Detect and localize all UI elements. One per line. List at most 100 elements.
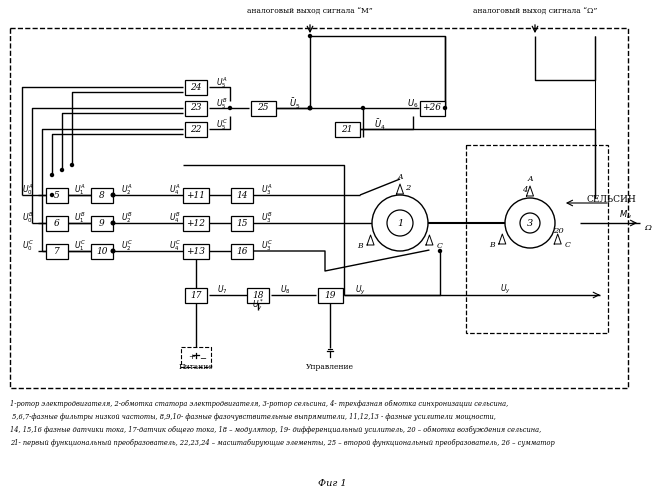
Polygon shape	[526, 186, 534, 196]
Text: Фиг 1: Фиг 1	[318, 479, 346, 488]
Text: $U_2^C$: $U_2^C$	[121, 238, 133, 254]
Circle shape	[520, 213, 540, 233]
Bar	[46, 216, 68, 230]
Polygon shape	[367, 235, 374, 245]
Circle shape	[505, 198, 555, 248]
Text: +11: +11	[186, 190, 206, 200]
Circle shape	[111, 249, 115, 253]
Text: $U_0^B$: $U_0^B$	[22, 210, 34, 226]
Circle shape	[111, 193, 115, 197]
Text: 5,6,7-фазные фильтры низкой частоты, 8,9,10- фазные фазочувствительные выпрямите: 5,6,7-фазные фильтры низкой частоты, 8,9…	[10, 413, 496, 421]
Circle shape	[387, 210, 413, 236]
Circle shape	[361, 106, 365, 110]
Text: 10: 10	[96, 246, 108, 256]
Bar	[185, 122, 207, 136]
Text: $U_4^A$: $U_4^A$	[169, 182, 181, 198]
Circle shape	[308, 34, 312, 37]
Circle shape	[438, 250, 442, 252]
Text: $U_5^A$: $U_5^A$	[216, 76, 228, 90]
Text: $U_7$: $U_7$	[217, 284, 227, 296]
Bar	[183, 244, 209, 258]
Polygon shape	[499, 234, 506, 244]
Text: 9: 9	[99, 218, 105, 228]
Text: C: C	[437, 242, 443, 250]
Circle shape	[372, 195, 428, 251]
Text: 16: 16	[236, 246, 248, 256]
Text: $U_8$: $U_8$	[280, 284, 290, 296]
Text: аналоговый выход сигнала “М”: аналоговый выход сигнала “М”	[247, 8, 373, 16]
Text: 15: 15	[236, 218, 248, 228]
Text: 24: 24	[190, 82, 202, 92]
Text: $U_4^C$: $U_4^C$	[169, 238, 181, 254]
Text: $U_5^C$: $U_5^C$	[216, 118, 228, 132]
Text: 8: 8	[99, 190, 105, 200]
Text: 17: 17	[190, 290, 202, 300]
Circle shape	[50, 174, 54, 176]
Text: $U_3^C$: $U_3^C$	[261, 238, 273, 254]
Circle shape	[308, 106, 312, 110]
Text: $U_6$: $U_6$	[407, 98, 419, 110]
Circle shape	[50, 194, 54, 196]
Text: $U_3^A$: $U_3^A$	[261, 182, 272, 198]
Text: $U_1^A$: $U_1^A$	[74, 182, 86, 198]
Text: 20: 20	[553, 227, 564, 235]
Text: 25: 25	[257, 104, 269, 112]
Text: $\bar{U}_4$: $\bar{U}_4$	[374, 118, 386, 132]
Text: Управление: Управление	[306, 363, 354, 371]
Text: +26: +26	[422, 104, 442, 112]
Text: 5: 5	[54, 190, 60, 200]
Bar	[181, 347, 211, 367]
Bar	[247, 288, 269, 302]
Text: 22: 22	[190, 124, 202, 134]
Bar	[185, 288, 207, 302]
Text: +12: +12	[186, 218, 206, 228]
Text: $U_4^B$: $U_4^B$	[169, 210, 181, 226]
Text: $\bar{U}_5$: $\bar{U}_5$	[289, 97, 301, 111]
Polygon shape	[396, 184, 404, 194]
Text: $U_3^B$: $U_3^B$	[261, 210, 272, 226]
Bar	[10, 28, 628, 388]
Polygon shape	[426, 235, 433, 245]
Bar	[183, 216, 209, 230]
Text: 18: 18	[252, 290, 264, 300]
Bar	[183, 188, 209, 202]
Text: +: +	[188, 353, 196, 361]
Text: 19: 19	[324, 290, 335, 300]
Text: 14, 15,16 фазные датчики тока, 17-датчик общего тока, 18 – модулятор, 19- диффер: 14, 15,16 фазные датчики тока, 17-датчик…	[10, 426, 541, 434]
Bar	[185, 80, 207, 94]
Circle shape	[229, 106, 231, 110]
Bar	[91, 244, 113, 258]
Circle shape	[70, 164, 74, 166]
Bar	[231, 216, 253, 230]
Bar	[185, 100, 207, 116]
Bar	[231, 244, 253, 258]
Bar	[91, 216, 113, 230]
Text: 2: 2	[405, 184, 410, 192]
Text: 21- первый функциональный преобразователь, 22,23,24 – масштабирующие элементы, 2: 21- первый функциональный преобразовател…	[10, 439, 555, 447]
Text: 21: 21	[341, 124, 353, 134]
Text: 1: 1	[397, 218, 403, 228]
Text: B: B	[489, 241, 495, 249]
Text: $U_1^B$: $U_1^B$	[74, 210, 86, 226]
Text: Питание: Питание	[178, 363, 213, 371]
Text: СЕЛЬСИН: СЕЛЬСИН	[586, 196, 636, 204]
Text: $U_5^B$: $U_5^B$	[216, 96, 228, 112]
Bar	[46, 244, 68, 258]
Bar	[251, 100, 276, 116]
Text: C: C	[565, 241, 571, 249]
Text: 6: 6	[54, 218, 60, 228]
Text: $-$: $-$	[199, 353, 207, 361]
Text: 14: 14	[236, 190, 248, 200]
Bar	[420, 100, 444, 116]
Text: $U_2^B$: $U_2^B$	[121, 210, 133, 226]
Text: 7: 7	[54, 246, 60, 256]
Text: $U_y$: $U_y$	[355, 284, 365, 296]
Bar	[231, 188, 253, 202]
Circle shape	[444, 106, 446, 110]
Polygon shape	[554, 234, 561, 244]
Text: 1-ротор электродвигателя, 2-обмотка статора электродвигателя, 3-ротор сельсина, : 1-ротор электродвигателя, 2-обмотка стат…	[10, 400, 509, 408]
Text: 23: 23	[190, 104, 202, 112]
Text: аналоговый выход сигнала “Ω”: аналоговый выход сигнала “Ω”	[473, 8, 597, 16]
Circle shape	[111, 221, 115, 225]
Text: Ω: Ω	[644, 224, 652, 232]
